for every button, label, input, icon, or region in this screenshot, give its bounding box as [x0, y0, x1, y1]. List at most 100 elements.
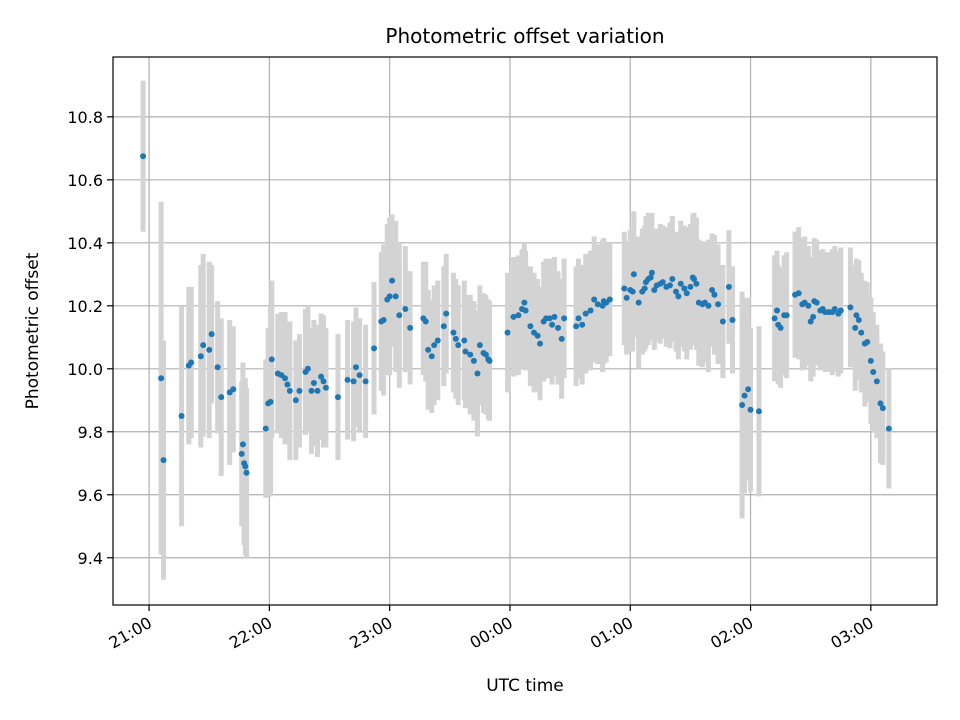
data-point — [515, 312, 522, 319]
y-tick-label: 10.8 — [67, 108, 103, 127]
data-point — [877, 400, 884, 407]
data-point — [745, 386, 752, 393]
data-point — [755, 408, 762, 415]
data-point — [677, 280, 684, 287]
y-tick-label: 10.4 — [67, 234, 103, 253]
data-point — [807, 318, 814, 325]
data-point — [606, 296, 613, 303]
data-point — [407, 324, 414, 331]
data-point — [591, 296, 598, 303]
data-point — [467, 351, 474, 358]
data-point — [873, 378, 880, 385]
data-point — [239, 441, 246, 448]
data-point — [810, 313, 817, 320]
data-point — [666, 282, 673, 289]
data-points — [140, 153, 892, 476]
data-point — [719, 318, 726, 325]
data-point — [450, 329, 457, 336]
data-point — [587, 307, 594, 314]
data-point — [510, 313, 517, 320]
data-point — [741, 392, 748, 399]
data-point — [837, 307, 844, 314]
y-tick-label: 9.6 — [78, 486, 103, 505]
data-point — [709, 287, 716, 294]
data-point — [715, 301, 722, 308]
data-point — [691, 276, 698, 283]
data-point — [462, 348, 469, 355]
data-point — [867, 357, 874, 364]
data-point — [344, 376, 351, 383]
data-point — [629, 288, 636, 295]
data-point — [672, 288, 679, 295]
data-point — [158, 375, 165, 382]
data-point — [422, 318, 429, 325]
data-point — [267, 398, 274, 405]
data-point — [729, 316, 736, 323]
data-point — [641, 285, 648, 292]
data-point — [594, 301, 601, 308]
data-point — [350, 378, 357, 385]
data-point — [371, 345, 378, 352]
data-point — [282, 375, 289, 382]
data-point — [334, 394, 341, 401]
data-point — [687, 283, 694, 290]
data-point — [711, 291, 718, 298]
data-point — [160, 457, 167, 464]
data-point — [218, 394, 225, 401]
data-point — [683, 290, 690, 297]
data-point — [243, 469, 250, 476]
data-point — [630, 271, 637, 278]
data-point — [549, 321, 556, 328]
data-point — [852, 324, 859, 331]
data-point — [238, 450, 245, 457]
data-point — [268, 356, 275, 363]
data-point — [747, 406, 754, 413]
data-point — [813, 299, 820, 306]
data-point — [522, 307, 529, 314]
data-point — [693, 280, 700, 287]
data-point — [476, 342, 483, 349]
data-point — [870, 368, 877, 375]
data-point — [864, 339, 871, 346]
data-point — [386, 293, 393, 300]
data-point — [431, 342, 438, 349]
data-point — [847, 304, 854, 311]
data-point — [286, 387, 293, 394]
data-point — [534, 332, 541, 339]
data-point — [705, 302, 712, 309]
data-point — [197, 353, 204, 360]
data-point — [651, 287, 658, 294]
data-point — [858, 329, 865, 336]
data-point — [284, 381, 291, 388]
data-point — [310, 379, 317, 386]
data-point — [675, 293, 682, 300]
data-point — [537, 340, 544, 347]
data-point — [242, 463, 249, 470]
data-point — [739, 402, 746, 409]
data-point — [555, 324, 562, 331]
y-tick-label: 9.8 — [78, 423, 103, 442]
data-point — [402, 305, 409, 312]
data-point — [486, 357, 493, 364]
y-tick-label: 10.0 — [67, 360, 103, 379]
data-point — [635, 299, 642, 306]
plot-frame — [112, 56, 938, 606]
data-point — [214, 364, 221, 371]
data-point — [681, 285, 688, 292]
data-point — [783, 312, 790, 319]
y-tick-label: 9.4 — [78, 549, 103, 568]
data-point — [318, 373, 325, 380]
data-point — [647, 274, 654, 281]
data-point — [452, 335, 459, 342]
data-point — [579, 321, 586, 328]
data-point — [777, 324, 784, 331]
data-point — [296, 387, 303, 394]
data-point — [521, 299, 528, 306]
data-point — [425, 346, 432, 353]
y-axis: 9.4 9.6 9.8 10.0 10.2 10.4 10.6 10.8 — [67, 108, 113, 568]
y-tick-label: 10.6 — [67, 171, 103, 190]
data-point — [659, 279, 666, 286]
data-point — [206, 346, 213, 353]
data-point — [308, 387, 315, 394]
